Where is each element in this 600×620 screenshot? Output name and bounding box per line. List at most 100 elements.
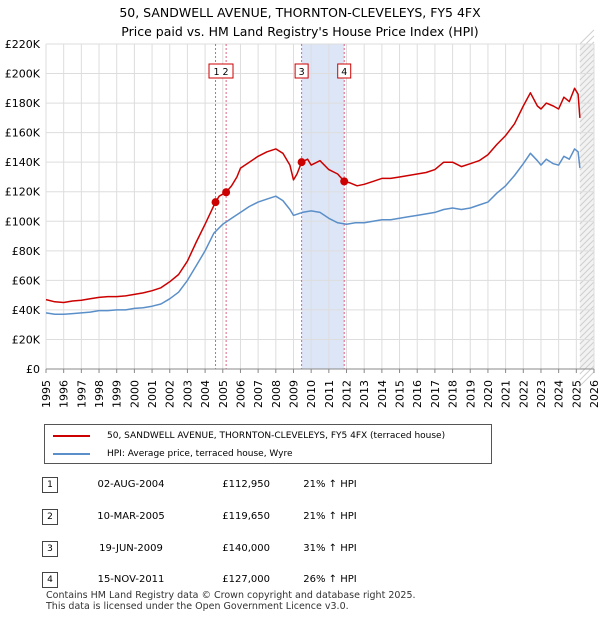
projection-hatch (579, 77, 595, 93)
x-tick-label: 2024 (553, 380, 566, 408)
x-tick-label: 2000 (128, 380, 141, 408)
projection-hatch (579, 197, 595, 213)
y-tick-label: £120K (5, 186, 41, 199)
projection-hatch (579, 365, 595, 381)
x-tick-label: 2009 (287, 380, 300, 408)
footer-licence: This data is licensed under the Open Gov… (46, 601, 349, 612)
sale-label: 1 2 (213, 67, 228, 78)
transaction-hpi-diff: 26% ↑ HPI (303, 574, 357, 585)
title-address: 50, SANDWELL AVENUE, THORNTON-CLEVELEYS,… (119, 5, 481, 20)
projection-hatch (579, 221, 595, 237)
transaction-hpi-diff: 21% ↑ HPI (303, 479, 357, 490)
projection-hatch (579, 269, 595, 285)
x-tick-label: 1997 (75, 380, 88, 408)
projection-hatch (579, 347, 595, 363)
y-tick-label: £160K (5, 127, 41, 140)
x-tick-label: 2003 (181, 380, 194, 408)
sale-point (340, 177, 349, 186)
table-row: 2 10-MAR-2005 £119,650 21% ↑ HPI (40, 506, 460, 526)
shaded-period (301, 44, 345, 369)
x-tick-label: 2022 (517, 380, 530, 408)
x-tick-label: 2013 (358, 380, 371, 408)
table-row: 4 15-NOV-2011 £127,000 26% ↑ HPI (40, 569, 460, 589)
x-tick-label: 2019 (464, 380, 477, 408)
x-tick-label: 2004 (199, 380, 212, 408)
projection-hatch (579, 251, 595, 267)
projection-hatch (579, 119, 595, 135)
projection-hatch (579, 53, 595, 69)
x-tick-label: 1999 (111, 380, 124, 408)
y-tick-label: £0 (26, 363, 40, 376)
x-tick-label: 2006 (234, 380, 247, 408)
transaction-date: 10-MAR-2005 (97, 511, 165, 522)
x-tick-label: 2026 (588, 380, 600, 408)
sale-point (211, 198, 220, 207)
x-tick-label: 1996 (58, 380, 71, 408)
y-tick-label: £60K (12, 274, 41, 287)
projection-hatch (579, 215, 595, 231)
sale-point (297, 158, 306, 167)
x-tick-label: 2016 (411, 380, 424, 408)
transaction-date: 19-JUN-2009 (99, 543, 163, 554)
transaction-number-badge: 3 (42, 541, 58, 557)
projection-hatch (579, 263, 595, 279)
footer-copyright: Contains HM Land Registry data © Crown c… (46, 590, 416, 601)
projection-hatch (579, 239, 595, 255)
projection-hatch (579, 71, 595, 87)
projection-hatch (579, 329, 595, 345)
projection-hatch (579, 305, 595, 321)
x-tick-label: 1998 (93, 380, 106, 408)
projection-hatch (579, 323, 595, 339)
projection-hatch (579, 293, 595, 309)
projection-hatch (579, 107, 595, 123)
transaction-price: £127,000 (222, 574, 270, 585)
x-tick-label: 2015 (394, 380, 407, 408)
sale-label: 3 (299, 67, 305, 78)
hpi-line (45, 148, 581, 316)
transaction-hpi-diff: 21% ↑ HPI (303, 511, 357, 522)
y-tick-label: £20K (12, 333, 41, 346)
y-tick-label: £220K (5, 38, 41, 51)
projection-hatch (579, 371, 595, 387)
price-chart: 1 2 3 4 £0 £20K £40K £60K £80K £100K £120K £140K £1… (5, 29, 600, 408)
x-tick-label: 2023 (535, 380, 548, 408)
projection-hatch (579, 131, 595, 147)
x-tick-label: 2017 (429, 380, 442, 408)
projection-hatch (579, 203, 595, 219)
chart-title: 50, SANDWELL AVENUE, THORNTON-CLEVELEYS,… (0, 3, 600, 41)
y-tick-label: £140K (5, 156, 41, 169)
projection-hatch (579, 281, 595, 297)
projection-hatch (579, 167, 595, 183)
projection-hatch (579, 185, 595, 201)
x-tick-label: 2001 (146, 380, 159, 408)
projection-hatch (579, 317, 595, 333)
y-tick-label: £40K (12, 304, 41, 317)
table-row: 3 19-JUN-2009 £140,000 31% ↑ HPI (40, 538, 460, 558)
transaction-date: 02-AUG-2004 (97, 479, 165, 490)
projection-hatch (579, 257, 595, 273)
projection-hatch (579, 113, 595, 129)
projection-hatch (579, 143, 595, 159)
x-tick-label: 2021 (500, 380, 513, 408)
projection-hatch (579, 299, 595, 315)
sale-point (222, 188, 231, 197)
y-tick-label: £200K (5, 68, 41, 81)
projection-hatch (579, 335, 595, 351)
table-row: 1 02-AUG-2004 £112,950 21% ↑ HPI (40, 474, 460, 494)
transaction-number-badge: 1 (42, 477, 58, 493)
sale-label-box (208, 63, 234, 79)
footer-attribution: Contains HM Land Registry data © Crown c… (46, 590, 416, 612)
transaction-date: 15-NOV-2011 (97, 574, 165, 585)
projection-hatch (579, 155, 595, 171)
projection-hatch (579, 359, 595, 375)
x-tick-label: 2010 (305, 380, 318, 408)
projection-hatch (579, 191, 595, 207)
projection-hatch (579, 173, 595, 189)
projection-hatch (579, 47, 595, 63)
x-tick-label: 2011 (323, 380, 336, 408)
x-tick-label: 2014 (376, 380, 389, 408)
x-tick-label: 2018 (447, 380, 460, 408)
x-tick-label: 2008 (270, 380, 283, 408)
projection-hatch (579, 245, 595, 261)
transaction-number-badge: 2 (42, 509, 58, 525)
